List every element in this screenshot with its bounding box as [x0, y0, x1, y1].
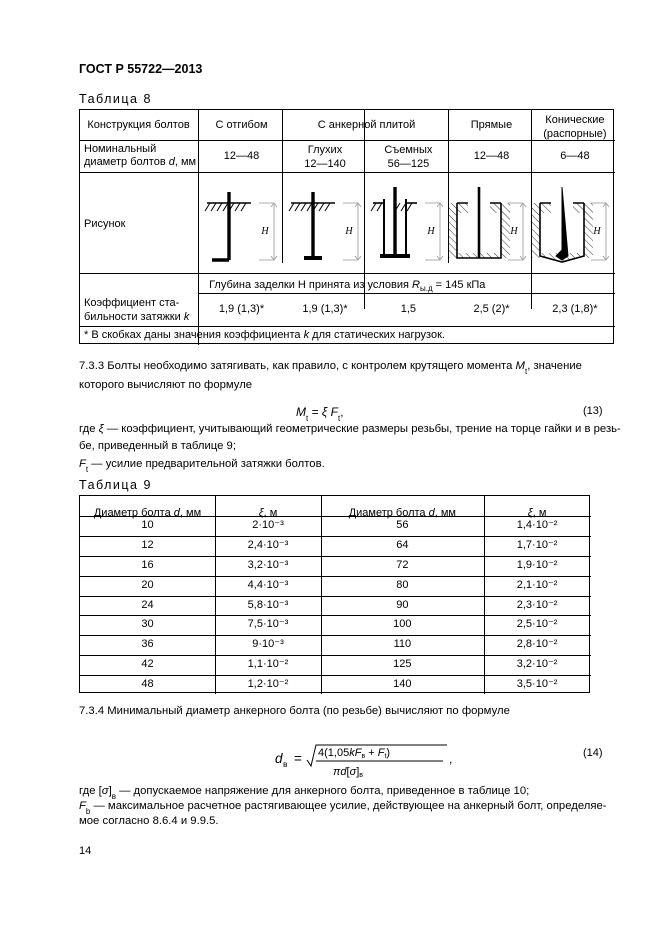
svg-text:,: ,: [449, 752, 452, 766]
svg-text:H: H: [260, 226, 269, 237]
svg-text:4(1,05kFв + Ft): 4(1,05kFв + Ft): [318, 747, 390, 760]
svg-text:H: H: [427, 226, 436, 237]
svg-text:в: в: [283, 759, 288, 769]
svg-text:H: H: [593, 226, 602, 237]
svg-text:d: d: [275, 751, 283, 766]
svg-text:H: H: [344, 226, 353, 237]
svg-text:=: =: [294, 751, 302, 766]
svg-text:πd[σ]в: πd[σ]в: [333, 766, 363, 779]
svg-text:H: H: [509, 226, 518, 237]
